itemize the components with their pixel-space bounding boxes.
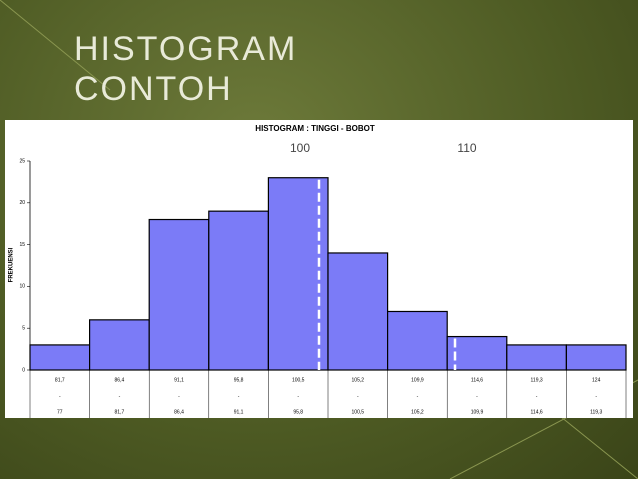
x-tick-label: - (417, 393, 419, 399)
bar (387, 310, 448, 371)
x-tick-label: 86,4 (174, 409, 184, 415)
bar (506, 344, 567, 371)
x-tick-label: 114,6 (471, 377, 483, 383)
y-tick-label: 25 (19, 158, 25, 164)
bar (208, 210, 270, 371)
x-tick-label: - (59, 393, 61, 399)
x-tick-label: 86,4 (115, 377, 125, 383)
x-tick-label: - (178, 393, 180, 399)
annotation: 100 (290, 141, 310, 155)
x-tick-label: 109,9 (411, 377, 424, 383)
decor-line (0, 0, 111, 91)
bar (327, 252, 389, 371)
x-tick-label: 91,1 (234, 409, 244, 415)
bar (29, 344, 91, 371)
y-tick-label: 5 (22, 326, 25, 332)
x-tick-label: - (297, 393, 299, 399)
bar (148, 218, 210, 371)
x-tick-label: 81,7 (55, 377, 65, 383)
x-tick-label: 81,7 (115, 409, 125, 415)
bar (565, 344, 627, 371)
x-tick-label: - (595, 393, 597, 399)
annotation: 110 (457, 141, 476, 155)
x-tick-label: - (476, 393, 478, 399)
x-tick-label: 114,6 (531, 409, 543, 415)
x-tick-label: - (238, 393, 240, 399)
x-tick-label: - (119, 393, 121, 399)
x-tick-label: 100,5 (292, 377, 305, 383)
x-tick-label: 100,5 (352, 409, 365, 415)
x-tick-label: 91,1 (174, 377, 184, 383)
x-tick-label: 124 (592, 377, 601, 383)
x-tick-label: 77 (57, 409, 63, 415)
chart: HISTOGRAM : TINGGI - BOBOT FREKUENSI 0 5 1… (5, 120, 633, 418)
bar (88, 319, 150, 371)
x-tick-label: 119,3 (531, 377, 543, 383)
x-tick-label: 105,2 (411, 409, 424, 415)
x-tick-label: 105,2 (352, 377, 365, 383)
y-axis-label: FREKUENSI (9, 247, 15, 282)
x-tick-label: - (357, 393, 359, 399)
y-tick-label: 0 (22, 367, 25, 373)
x-tick-label: - (536, 393, 538, 399)
y-tick-label: 10 (19, 284, 25, 290)
y-tick-label: 20 (19, 200, 25, 206)
x-tick-label: 95,8 (293, 409, 303, 415)
x-tick-label: 109,9 (471, 409, 484, 415)
slide-title: HISTOGRAM (74, 30, 298, 68)
y-tick-label: 15 (19, 242, 25, 248)
x-tick-label: 119,3 (590, 409, 602, 415)
chart-title: HISTOGRAM : TINGGI - BOBOT (255, 124, 375, 133)
slide-title: CONTOH (74, 70, 233, 108)
x-tick-label: 95,8 (234, 377, 244, 383)
